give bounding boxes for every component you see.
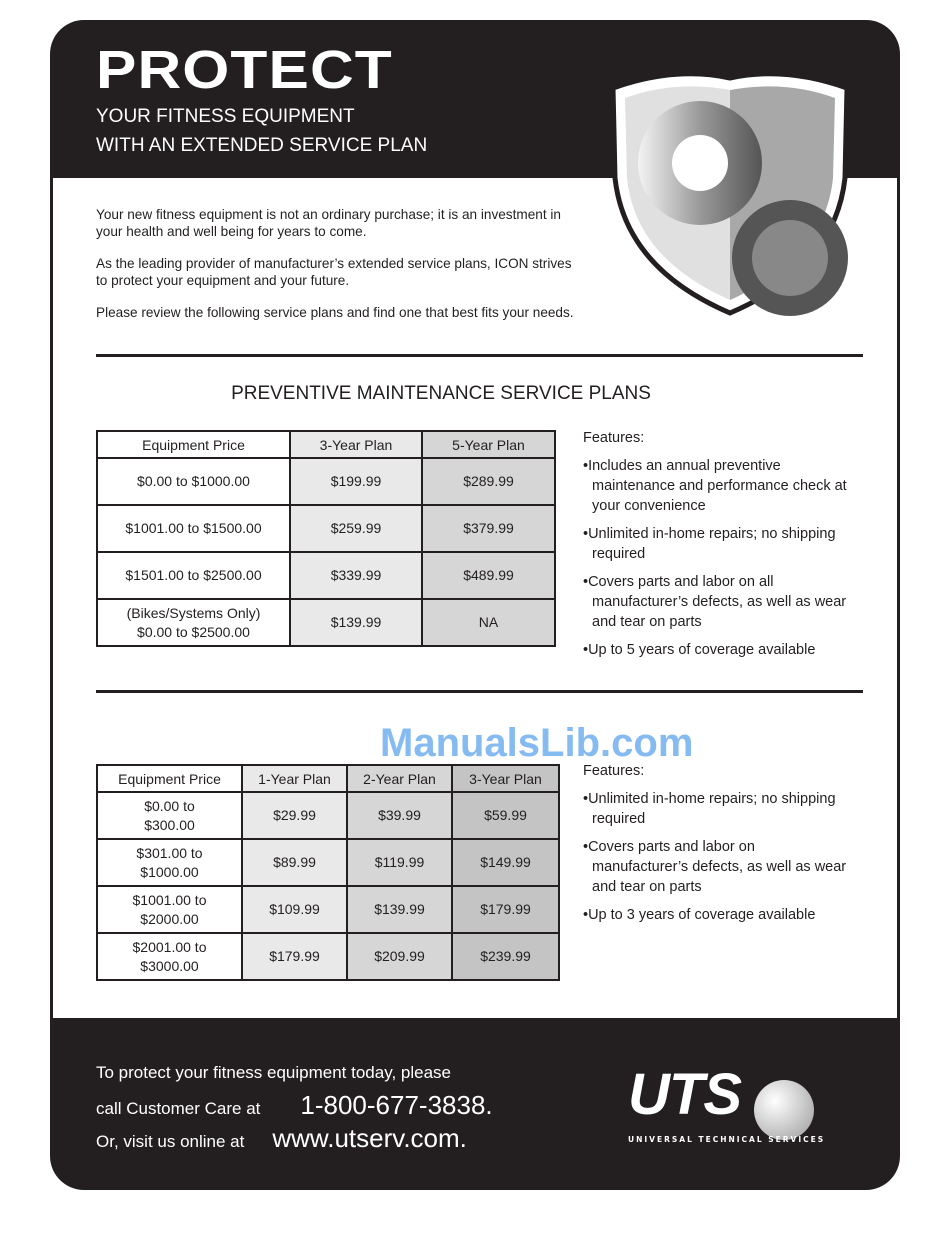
preventive-plans-table: Equipment Price 3-Year Plan 5-Year Plan $0.… <box>96 430 556 647</box>
feature-item: Unlimited in-home repairs; no shipping r… <box>583 524 853 564</box>
table-cell: $29.99 <box>241 791 348 840</box>
features-list: Features: Includes an annual preventive … <box>583 428 853 660</box>
table-row: $1001.00 to $1500.00 $259.99 $379.99 <box>96 504 556 553</box>
table-cell: $149.99 <box>451 838 560 887</box>
features-list: Features: Unlimited in-home repairs; no … <box>583 761 853 925</box>
table-row: $1001.00 to $2000.00 $109.99 $139.99 $179.9… <box>96 885 560 934</box>
section-title: PREVENTIVE MAINTENANCE SERVICE PLANS <box>231 383 651 404</box>
table-cell: $1001.00 to $1500.00 <box>96 504 291 553</box>
website-link[interactable]: www.utserv.com. <box>272 1123 467 1153</box>
page-subtitle: YOUR FITNESS EQUIPMENT WITH AN EXTENDED … <box>96 106 428 156</box>
table-cell: $489.99 <box>421 551 556 600</box>
feature-item: Up to 5 years of coverage available <box>583 640 853 660</box>
table-cell: $2001.00 to $3000.00 <box>96 932 243 981</box>
page-title: PROTECT <box>96 40 393 100</box>
table-row: $301.00 to $1000.00 $89.99 $119.99 $149.99 <box>96 838 560 887</box>
intro-text: Your new fitness equipment is not an ord… <box>96 207 574 320</box>
column-header: 3-Year Plan <box>451 764 560 793</box>
column-header: 2-Year Plan <box>346 764 453 793</box>
service-plans-table: Equipment Price 1-Year Plan 2-Year Plan 3-Y… <box>96 764 560 981</box>
table-row: $2001.00 to $3000.00 $179.99 $209.99 $239.9… <box>96 932 560 981</box>
table-header-row: Equipment Price 1-Year Plan 2-Year Plan 3-Y… <box>96 764 560 793</box>
table-cell: $0.00 to $300.00 <box>96 791 243 840</box>
table-cell: $1001.00 to $2000.00 <box>96 885 243 934</box>
feature-item: Unlimited in-home repairs; no shipping r… <box>583 789 853 829</box>
table-row: (Bikes/Systems Only) $0.00 to $2500.00 $1… <box>96 598 556 647</box>
table-cell: $119.99 <box>346 838 453 887</box>
table-row: $0.00 to $300.00 $29.99 $39.99 $59.99 <box>96 791 560 840</box>
table-cell: $259.99 <box>289 504 423 553</box>
shield-gears-icon <box>610 71 850 316</box>
table-cell: $0.00 to $1000.00 <box>96 457 291 506</box>
table-cell: (Bikes/Systems Only) $0.00 to $2500.00 <box>96 598 291 647</box>
table-cell: $379.99 <box>421 504 556 553</box>
table-cell: $139.99 <box>289 598 423 647</box>
table-row: $1501.00 to $2500.00 $339.99 $489.99 <box>96 551 556 600</box>
table-cell: $289.99 <box>421 457 556 506</box>
phone-number[interactable]: 1-800-677-3838. <box>300 1090 493 1120</box>
table-cell: $179.99 <box>241 932 348 981</box>
uts-logo: UTS UNIVERSAL TECHNICAL SERVICES <box>628 1062 826 1144</box>
column-header: Equipment Price <box>96 764 243 793</box>
table-row: $0.00 to $1000.00 $199.99 $289.99 <box>96 457 556 506</box>
table-header-row: Equipment Price 3-Year Plan 5-Year Plan <box>96 430 556 459</box>
column-header: Equipment Price <box>96 430 291 459</box>
contact-info: To protect your fitness equipment today,… <box>96 1063 493 1153</box>
table-cell: $89.99 <box>241 838 348 887</box>
table-cell: $39.99 <box>346 791 453 840</box>
table-cell: $1501.00 to $2500.00 <box>96 551 291 600</box>
table-cell: $339.99 <box>289 551 423 600</box>
logo-globe-icon <box>754 1079 815 1140</box>
feature-item: Covers parts and labor on manufacturer’s… <box>583 837 853 897</box>
flyer: PROTECT YOUR FITNESS EQUIPMENT WITH AN E… <box>50 20 900 1190</box>
table-cell: $109.99 <box>241 885 348 934</box>
divider <box>96 354 863 357</box>
column-header: 1-Year Plan <box>241 764 348 793</box>
feature-item: Includes an annual preventive maintenanc… <box>583 456 853 516</box>
table-cell: $139.99 <box>346 885 453 934</box>
table-cell: $59.99 <box>451 791 560 840</box>
table-cell: $301.00 to $1000.00 <box>96 838 243 887</box>
feature-item: Covers parts and labor on all manufactur… <box>583 572 853 632</box>
feature-item: Up to 3 years of coverage available <box>583 905 853 925</box>
table-cell: $179.99 <box>451 885 560 934</box>
table-cell: $209.99 <box>346 932 453 981</box>
divider <box>96 690 863 693</box>
column-header: 5-Year Plan <box>421 430 556 459</box>
column-header: 3-Year Plan <box>289 430 423 459</box>
table-cell: $199.99 <box>289 457 423 506</box>
table-cell: NA <box>421 598 556 647</box>
table-cell: $239.99 <box>451 932 560 981</box>
